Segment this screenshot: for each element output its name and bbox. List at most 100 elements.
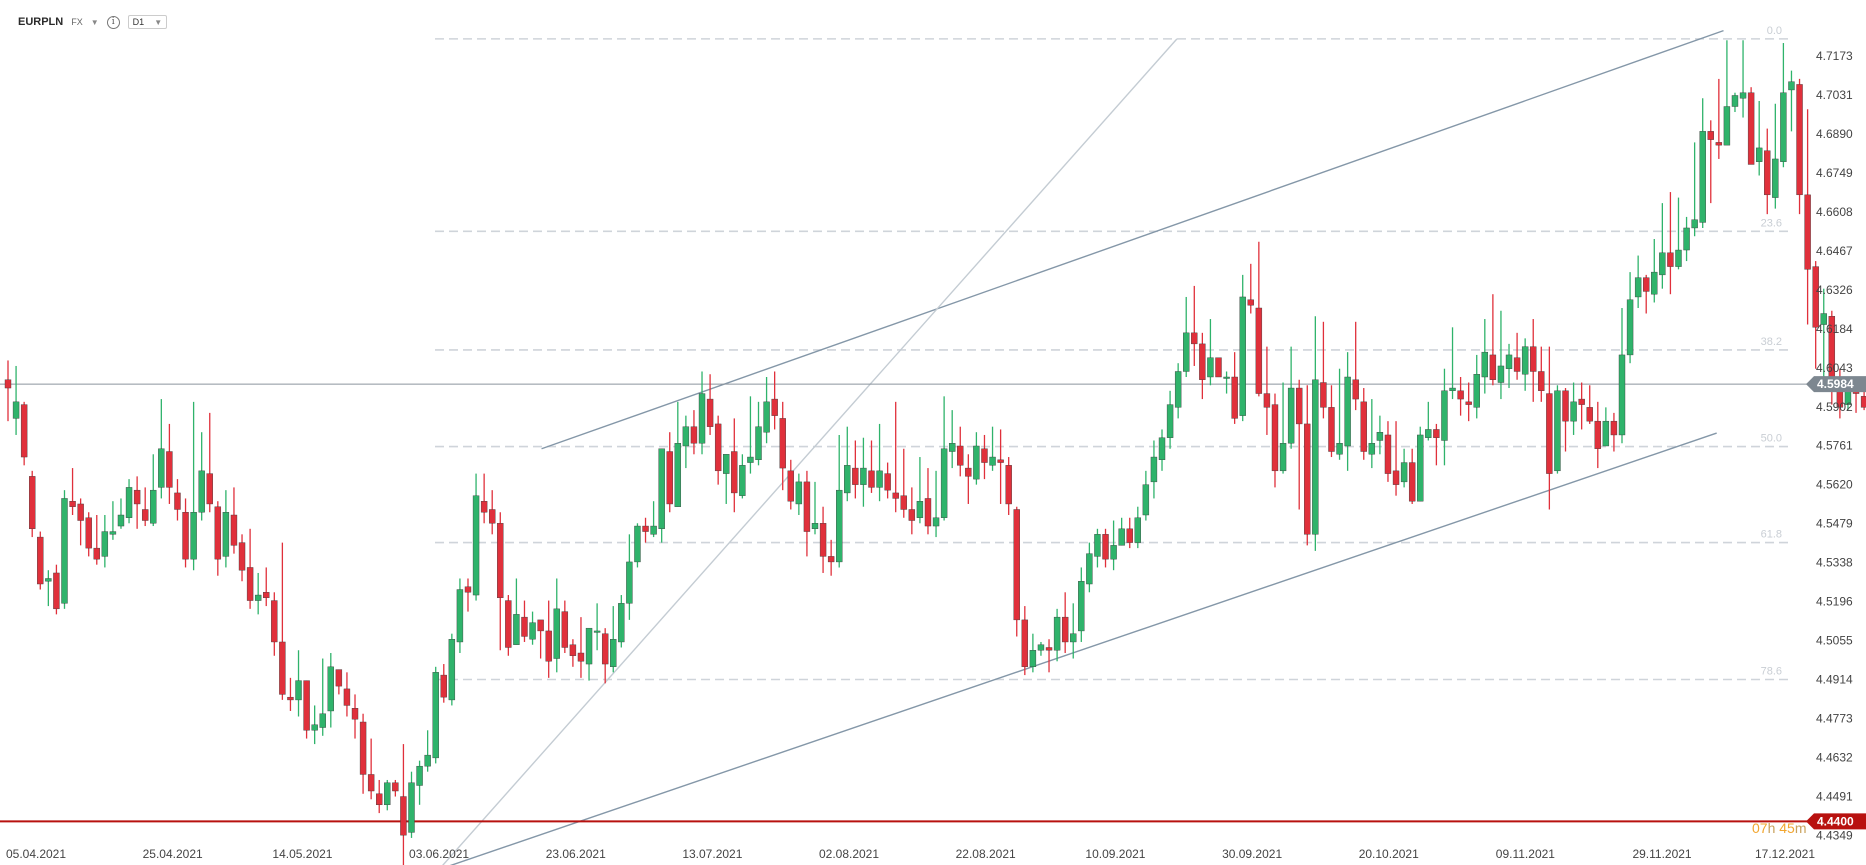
candle-body bbox=[416, 765, 423, 786]
y-tick-label: 4.6890 bbox=[1816, 127, 1853, 141]
candle bbox=[795, 473, 803, 516]
candle-body bbox=[957, 445, 964, 466]
candle-body bbox=[577, 652, 585, 662]
candle bbox=[1675, 197, 1682, 270]
candle bbox=[860, 437, 867, 507]
candle bbox=[1651, 238, 1658, 303]
candle bbox=[1239, 274, 1246, 422]
candle-body bbox=[1594, 420, 1601, 449]
candle bbox=[787, 459, 794, 510]
candle bbox=[1804, 109, 1811, 325]
trendlines bbox=[442, 29, 1724, 865]
candle-body bbox=[674, 443, 682, 507]
candle bbox=[61, 490, 68, 609]
candle-body bbox=[1150, 456, 1158, 483]
candle-body bbox=[997, 459, 1004, 463]
candle-body bbox=[1715, 142, 1723, 146]
candle-body bbox=[755, 426, 762, 461]
candle bbox=[868, 440, 875, 493]
candle-body bbox=[876, 470, 883, 488]
candle-body bbox=[779, 418, 786, 469]
candle-body bbox=[844, 465, 851, 494]
candle-body bbox=[1441, 390, 1448, 441]
candle-body bbox=[739, 465, 746, 496]
candle bbox=[682, 415, 690, 469]
candle-body bbox=[1239, 296, 1246, 416]
candle-body bbox=[1820, 313, 1827, 325]
candle-body bbox=[690, 426, 698, 444]
candle-body bbox=[1328, 407, 1335, 452]
candle-body bbox=[1199, 343, 1206, 380]
candle bbox=[714, 415, 722, 485]
candle-body bbox=[1425, 429, 1432, 438]
candle-body bbox=[868, 470, 875, 488]
candle bbox=[408, 771, 415, 838]
candle-body bbox=[940, 448, 948, 518]
candle bbox=[771, 371, 778, 430]
candle-body bbox=[1312, 379, 1319, 535]
candle bbox=[182, 498, 189, 568]
candle bbox=[432, 666, 439, 764]
candle-body bbox=[53, 572, 60, 610]
candle bbox=[1425, 401, 1432, 441]
candle bbox=[940, 396, 948, 521]
candles bbox=[4, 40, 1866, 865]
candle-body bbox=[610, 639, 617, 668]
candle bbox=[1263, 346, 1271, 435]
candle-body bbox=[1134, 517, 1142, 543]
candle-body bbox=[1183, 332, 1190, 372]
candle-body bbox=[634, 525, 641, 563]
candle-body bbox=[569, 644, 577, 656]
candle bbox=[989, 426, 996, 471]
fib-level-label: 61.8 bbox=[1761, 529, 1782, 541]
candle bbox=[29, 470, 36, 538]
candle-body bbox=[1788, 81, 1795, 91]
candle bbox=[827, 539, 835, 576]
candle-body bbox=[497, 523, 504, 599]
symbol-label[interactable]: EURPLN bbox=[18, 16, 64, 28]
y-tick-label: 4.6043 bbox=[1816, 361, 1853, 375]
candle-body bbox=[1618, 354, 1626, 436]
candle-body bbox=[384, 782, 391, 806]
candle bbox=[1247, 263, 1254, 314]
y-tick-label: 4.5338 bbox=[1816, 555, 1853, 569]
candle bbox=[916, 457, 924, 524]
candle bbox=[117, 498, 125, 529]
candle-body bbox=[965, 467, 972, 477]
candle bbox=[819, 506, 827, 573]
candle bbox=[1408, 448, 1416, 504]
info-icon[interactable]: i bbox=[106, 15, 120, 29]
candle bbox=[85, 512, 92, 557]
candle bbox=[1788, 70, 1795, 132]
candle-body bbox=[1634, 277, 1642, 298]
candle bbox=[489, 490, 496, 535]
candle bbox=[1118, 517, 1125, 546]
candle-body bbox=[489, 509, 496, 524]
candle-body bbox=[109, 531, 117, 535]
candle bbox=[1045, 639, 1053, 673]
candle bbox=[1812, 261, 1819, 369]
candle-body bbox=[1780, 92, 1787, 162]
candle bbox=[424, 730, 431, 772]
chevron-down-icon[interactable]: ▼ bbox=[90, 17, 99, 27]
candle bbox=[1134, 506, 1142, 549]
candle-body bbox=[650, 525, 657, 535]
timeframe-select[interactable]: D1 ▼ bbox=[127, 15, 168, 29]
candle bbox=[626, 534, 633, 620]
candle-body bbox=[1521, 346, 1529, 375]
candle-body bbox=[1626, 299, 1634, 356]
candle-body bbox=[85, 517, 92, 549]
candle-body bbox=[150, 489, 157, 524]
candle-body bbox=[731, 451, 738, 494]
candle-body bbox=[472, 495, 480, 596]
y-tick-label: 4.7173 bbox=[1816, 49, 1853, 63]
candle bbox=[1336, 368, 1343, 460]
candle bbox=[1191, 285, 1198, 366]
candle-body bbox=[1070, 633, 1077, 643]
candle bbox=[957, 426, 964, 477]
current-price-tag-text: 4.5984 bbox=[1817, 377, 1854, 391]
candle-body bbox=[1231, 376, 1238, 419]
y-tick-label: 4.5196 bbox=[1816, 595, 1853, 609]
fib-level-label: 38.2 bbox=[1761, 336, 1782, 348]
